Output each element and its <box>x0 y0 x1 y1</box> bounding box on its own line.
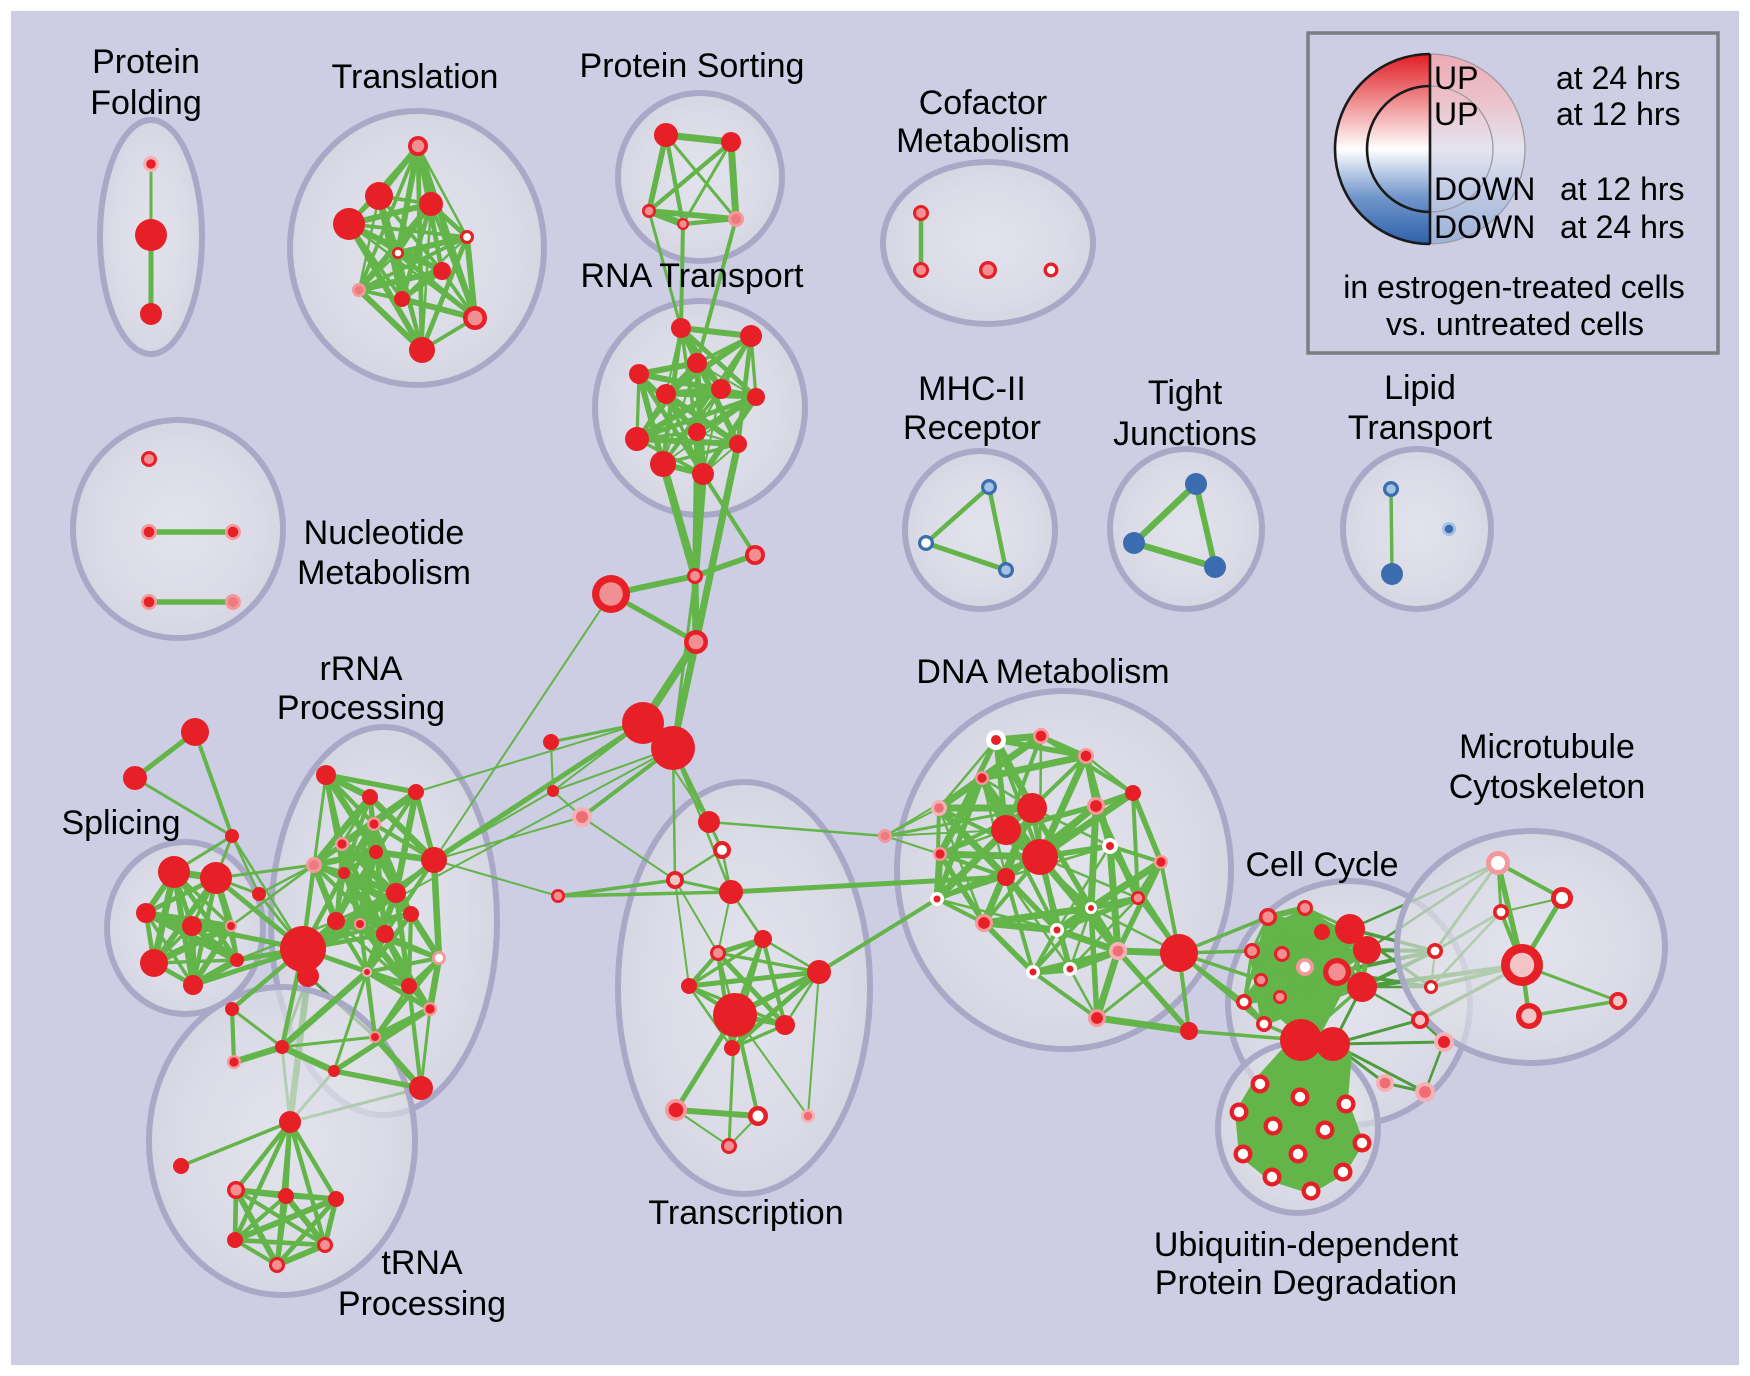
svg-text:Processing: Processing <box>338 1285 506 1323</box>
svg-text:vs. untreated cells: vs. untreated cells <box>1386 306 1644 342</box>
svg-text:Cofactor: Cofactor <box>919 84 1048 122</box>
svg-text:Processing: Processing <box>277 689 445 727</box>
svg-text:Folding: Folding <box>90 84 202 122</box>
svg-text:UP: UP <box>1434 60 1478 96</box>
svg-text:Tight: Tight <box>1148 374 1223 412</box>
svg-text:at 12 hrs: at 12 hrs <box>1556 96 1681 132</box>
svg-text:rRNA: rRNA <box>319 650 402 688</box>
svg-text:Transport: Transport <box>1348 409 1493 447</box>
svg-text:DOWN: DOWN <box>1434 171 1535 207</box>
svg-text:tRNA: tRNA <box>381 1244 463 1282</box>
svg-text:Lipid: Lipid <box>1384 369 1456 407</box>
svg-text:DOWN: DOWN <box>1434 209 1535 245</box>
svg-text:at 24 hrs: at 24 hrs <box>1560 209 1685 245</box>
svg-text:in estrogen-treated cells: in estrogen-treated cells <box>1343 269 1685 305</box>
svg-text:Translation: Translation <box>332 58 499 96</box>
svg-text:Junctions: Junctions <box>1113 415 1257 453</box>
svg-text:Metabolism: Metabolism <box>896 122 1070 160</box>
svg-text:UP: UP <box>1434 96 1478 132</box>
svg-text:Cell Cycle: Cell Cycle <box>1245 846 1398 884</box>
svg-text:Protein Sorting: Protein Sorting <box>580 47 805 85</box>
svg-text:MHC-II: MHC-II <box>918 370 1026 408</box>
svg-text:Nucleotide: Nucleotide <box>304 514 465 552</box>
svg-text:Metabolism: Metabolism <box>297 554 471 592</box>
svg-text:Cytoskeleton: Cytoskeleton <box>1449 768 1646 806</box>
svg-text:Microtubule: Microtubule <box>1459 728 1635 766</box>
svg-text:at 12 hrs: at 12 hrs <box>1560 171 1685 207</box>
svg-text:Transcription: Transcription <box>648 1194 843 1232</box>
svg-text:Ubiquitin-dependent: Ubiquitin-dependent <box>1154 1226 1459 1264</box>
svg-text:DNA Metabolism: DNA Metabolism <box>916 653 1169 691</box>
svg-text:RNA Transport: RNA Transport <box>581 257 805 295</box>
svg-text:at 24 hrs: at 24 hrs <box>1556 60 1681 96</box>
svg-text:Splicing: Splicing <box>61 804 180 842</box>
svg-text:Protein: Protein <box>92 43 200 81</box>
svg-text:Receptor: Receptor <box>903 409 1041 447</box>
svg-text:Protein Degradation: Protein Degradation <box>1155 1264 1457 1302</box>
